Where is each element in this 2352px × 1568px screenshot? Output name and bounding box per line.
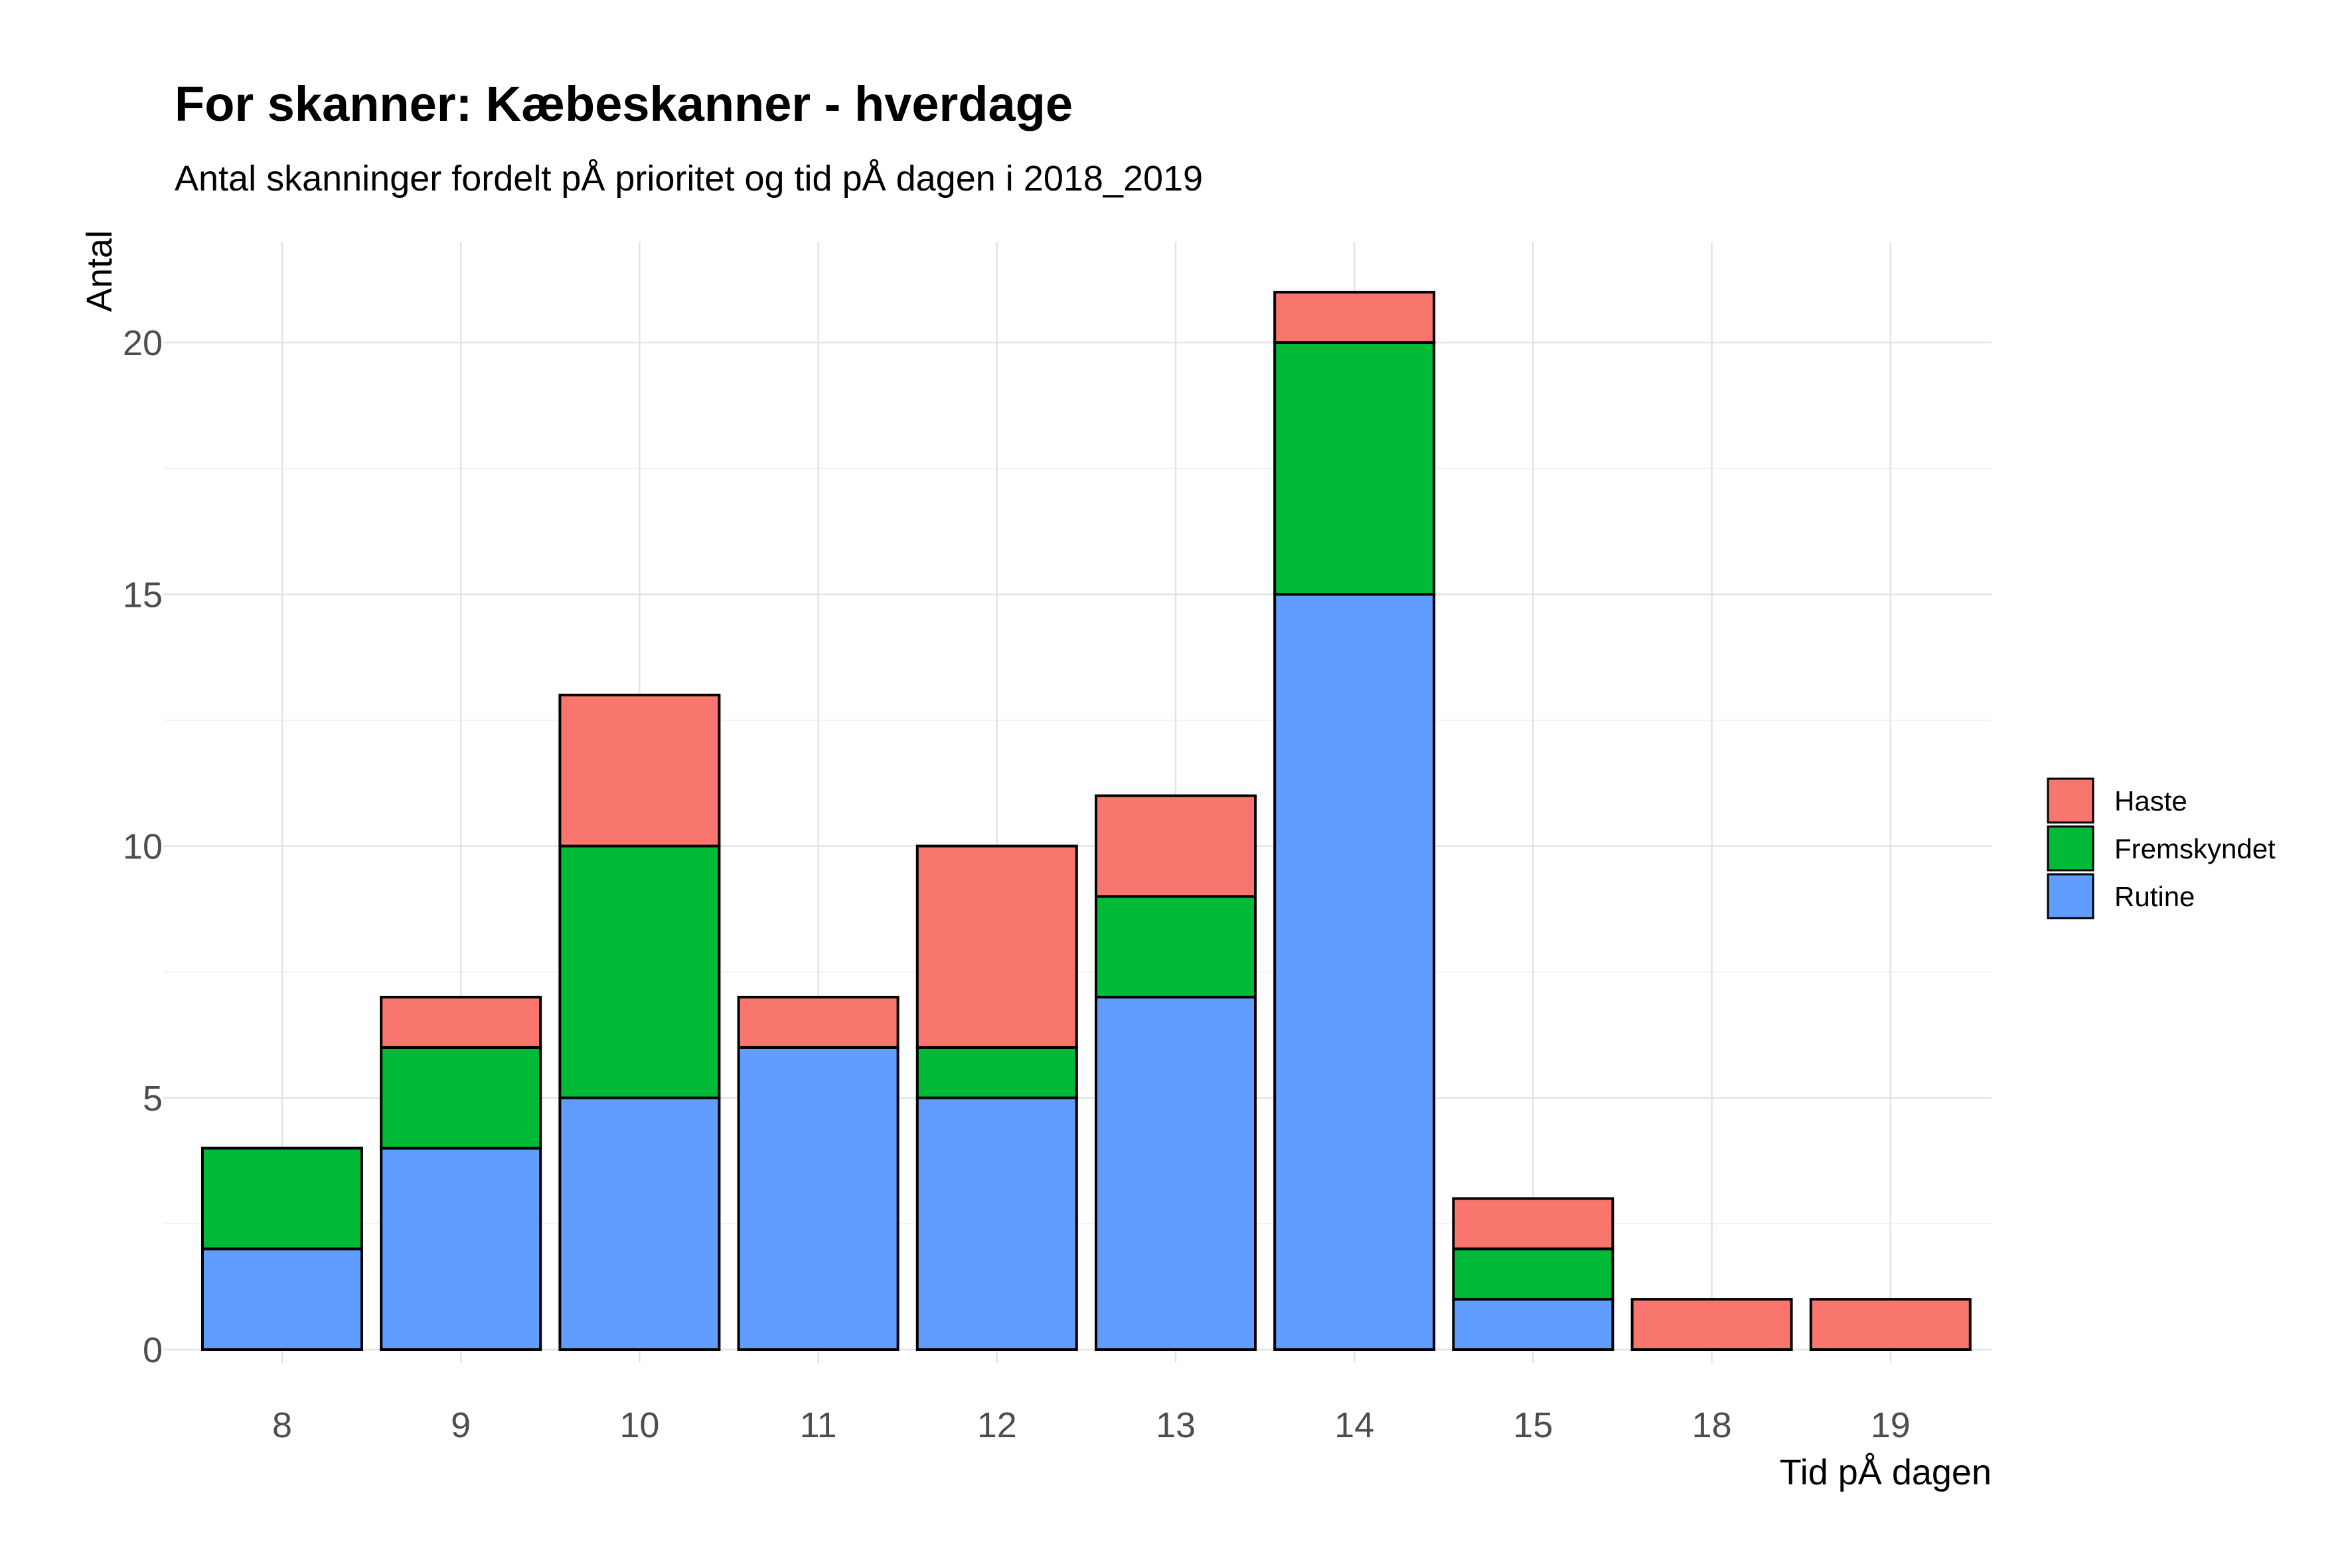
bar-segment-haste-15 — [1452, 1197, 1614, 1251]
bar-segment-fremskyndet-10 — [558, 844, 721, 1099]
bar-segment-fremskyndet-8 — [201, 1146, 363, 1251]
y-tick-label: 0 — [143, 1330, 163, 1370]
bar-segment-haste-11 — [737, 996, 900, 1049]
y-axis-ticks: 0 5 10 15 20 — [123, 323, 163, 1370]
x-tick-label: 19 — [1871, 1405, 1911, 1445]
legend-key-rutine — [2047, 873, 2094, 919]
legend-key-haste — [2047, 777, 2094, 824]
legend-label-fremskyndet: Fremskyndet — [2114, 833, 2276, 864]
y-tick-label: 5 — [143, 1079, 163, 1119]
bar-segment-fremskyndet-14 — [1273, 341, 1436, 596]
y-tick-label: 10 — [123, 827, 163, 867]
bars — [201, 291, 1972, 1352]
bar-segment-fremskyndet-13 — [1095, 895, 1257, 999]
y-tick-label: 15 — [123, 575, 163, 615]
chart-subtitle: Antal skanninger fordelt pÅ prioritet og… — [175, 159, 1203, 198]
bar-segment-haste-13 — [1095, 794, 1257, 898]
x-axis-title: Tid pÅ dagen — [1780, 1452, 1992, 1492]
bar-segment-haste-18 — [1630, 1298, 1793, 1352]
x-tick-label: 15 — [1513, 1405, 1553, 1445]
bar-segment-rutine-10 — [558, 1096, 721, 1351]
bar-segment-rutine-12 — [915, 1096, 1078, 1351]
bar-segment-haste-19 — [1809, 1298, 1972, 1352]
legend-key-fremskyndet — [2047, 825, 2094, 872]
bar-segment-rutine-15 — [1452, 1298, 1614, 1352]
x-tick-label: 12 — [977, 1405, 1017, 1445]
bar-segment-rutine-11 — [737, 1046, 900, 1352]
legend: Haste Fremskyndet Rutine — [2047, 777, 2276, 919]
chart-title: For skanner: Kæbeskanner - hverdage — [175, 76, 1073, 131]
x-tick-label: 8 — [272, 1405, 292, 1445]
bar-segment-haste-10 — [558, 693, 721, 848]
bar-segment-rutine-13 — [1095, 996, 1257, 1352]
bar-segment-rutine-14 — [1273, 593, 1436, 1351]
bar-segment-haste-9 — [380, 996, 542, 1049]
x-tick-label: 13 — [1156, 1405, 1196, 1445]
x-tick-label: 9 — [451, 1405, 471, 1445]
y-tick-label: 20 — [123, 323, 163, 363]
bar-segment-rutine-9 — [380, 1146, 542, 1351]
bar-segment-haste-14 — [1273, 291, 1436, 344]
legend-label-rutine: Rutine — [2114, 881, 2195, 912]
x-axis-ticks: 8 9 10 11 12 13 14 15 18 19 — [272, 1405, 1911, 1445]
x-tick-label: 11 — [800, 1405, 837, 1445]
legend-label-haste: Haste — [2114, 785, 2187, 817]
x-tick-label: 10 — [619, 1405, 659, 1445]
bar-segment-fremskyndet-9 — [380, 1046, 542, 1150]
bar-segment-haste-12 — [915, 844, 1078, 1049]
bar-segment-rutine-8 — [201, 1247, 363, 1352]
x-tick-label: 18 — [1692, 1405, 1732, 1445]
y-axis-title: Antal — [80, 230, 119, 312]
bar-segment-fremskyndet-15 — [1452, 1247, 1614, 1301]
x-tick-label: 14 — [1334, 1405, 1374, 1445]
bar-segment-fremskyndet-12 — [915, 1046, 1078, 1099]
